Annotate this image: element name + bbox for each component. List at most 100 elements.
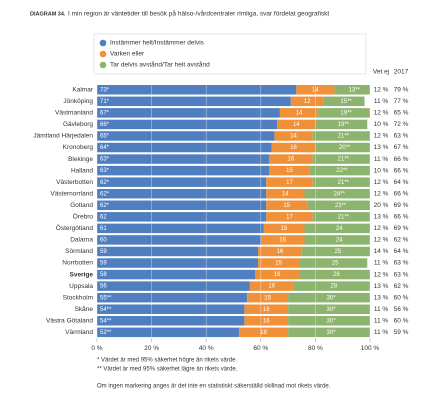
category-label: Norrbotten	[62, 260, 93, 267]
table-cell: 12 %	[374, 271, 389, 278]
table-cell: 69 %	[394, 202, 409, 209]
bar-segment	[97, 200, 267, 211]
bar-segment	[97, 119, 278, 130]
value-label: 16	[277, 249, 284, 255]
bar-segment	[258, 258, 300, 268]
table-cell: 63 %	[394, 271, 409, 278]
category-label: Värmland	[65, 329, 93, 336]
bar-segment	[97, 235, 261, 245]
column-header: Vet ej	[373, 69, 389, 76]
bar-segment	[249, 281, 294, 291]
value-label: 14	[293, 122, 300, 128]
bar-segment	[301, 246, 370, 257]
table-cell: 11 %	[374, 317, 389, 324]
table-cell: 12 %	[374, 225, 389, 232]
bar-segment	[304, 235, 370, 245]
value-label: 66*	[100, 122, 110, 128]
table-cell: 64 %	[394, 179, 409, 186]
value-label: 15	[281, 226, 288, 232]
bar-segment	[244, 304, 289, 314]
bar-segment	[293, 281, 370, 291]
value-label: 61	[100, 226, 107, 232]
value-label: 58	[100, 272, 107, 278]
bar-segment	[268, 165, 310, 176]
bar-segment	[271, 142, 316, 153]
bar-segment	[312, 154, 370, 164]
bar-segment	[258, 246, 302, 257]
table-cell: 66 %	[394, 167, 409, 174]
table-cell: 12 %	[374, 133, 389, 140]
bar-segment	[97, 212, 267, 222]
category-label: Halland	[71, 167, 93, 174]
table-cell: 64 %	[394, 248, 409, 255]
bar-segment	[255, 269, 300, 280]
value-label: 64*	[100, 145, 110, 151]
bar-segment	[97, 165, 269, 176]
bar-segment	[97, 108, 280, 118]
value-label: 14	[290, 134, 297, 140]
value-label: 16	[279, 238, 286, 244]
value-label: 25	[332, 261, 339, 267]
value-label: 54**	[100, 318, 112, 324]
table-cell: 14 %	[374, 248, 389, 255]
bar-segment	[97, 188, 267, 199]
table-cell: 59 %	[394, 329, 409, 336]
bar-segment	[318, 108, 370, 118]
legend-label: Instämmer helt/Instämmer delvis	[110, 40, 205, 47]
value-label: 63*	[100, 157, 110, 163]
value-label: 21**	[338, 180, 350, 186]
category-label: Skåne	[75, 305, 94, 313]
bar-segment	[97, 269, 256, 280]
bar-segment	[312, 177, 370, 187]
category-label: Sörmland	[65, 248, 93, 255]
value-label: 26	[333, 272, 340, 278]
table-cell: 11 %	[374, 329, 389, 336]
value-label: 28	[330, 284, 337, 290]
bar-segment	[304, 223, 370, 234]
category-label: Kalmar	[72, 86, 93, 93]
bar-segment	[312, 212, 370, 222]
category-label: Västmanland	[55, 110, 93, 117]
x-tick-label: 80 %	[308, 345, 323, 352]
value-label: 15**	[340, 99, 352, 105]
value-label: 21**	[338, 157, 350, 163]
bar-segment	[247, 292, 289, 303]
table-cell: 12 %	[374, 110, 389, 117]
value-label: 16	[263, 318, 270, 324]
value-label: 56	[100, 284, 107, 290]
value-label: 62*	[100, 203, 110, 209]
table-cell: 10 %	[374, 121, 389, 128]
value-label: 52**	[100, 330, 112, 336]
legend-marker	[99, 39, 107, 47]
table-cell: 13 %	[374, 214, 389, 221]
table-cell: 66 %	[394, 214, 409, 221]
table-cell: 11 %	[374, 260, 389, 267]
bar-segment	[238, 327, 289, 338]
category-label: Östergötland	[56, 224, 94, 232]
bar-segment	[97, 292, 248, 303]
category-label: Gotland	[70, 202, 93, 209]
bar-segment	[279, 108, 319, 118]
column-header: 2017	[394, 69, 409, 76]
bar-segment	[266, 212, 313, 222]
x-tick-label: 60 %	[253, 345, 268, 352]
value-label: 62*	[100, 180, 110, 186]
table-cell: 60 %	[394, 317, 409, 324]
table-cell: 20 %	[374, 202, 389, 209]
table-cell: 12 %	[374, 237, 389, 244]
table-cell: 67 %	[394, 144, 409, 151]
bar-segment	[97, 281, 250, 291]
bar-segment	[268, 154, 313, 164]
table-cell: 69 %	[394, 225, 409, 232]
bar-segment	[312, 131, 370, 141]
x-tick-label: 40 %	[199, 345, 214, 352]
bar-segment	[263, 223, 305, 234]
value-label: 59	[100, 249, 107, 255]
value-label: 19**	[338, 122, 350, 128]
bar-segment	[323, 96, 365, 107]
bar-segment	[315, 142, 370, 153]
value-label: 17	[286, 214, 293, 220]
value-label: 14	[312, 87, 319, 93]
table-cell: 72 %	[394, 121, 409, 128]
